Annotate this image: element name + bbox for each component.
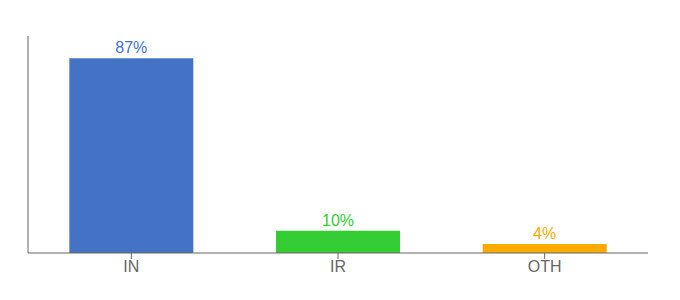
svg-text:OTH: OTH — [528, 258, 562, 275]
svg-text:87%: 87% — [115, 39, 147, 56]
svg-text:4%: 4% — [533, 225, 556, 242]
svg-text:IR: IR — [330, 258, 346, 275]
svg-text:IN: IN — [123, 258, 139, 275]
svg-text:10%: 10% — [322, 212, 354, 229]
